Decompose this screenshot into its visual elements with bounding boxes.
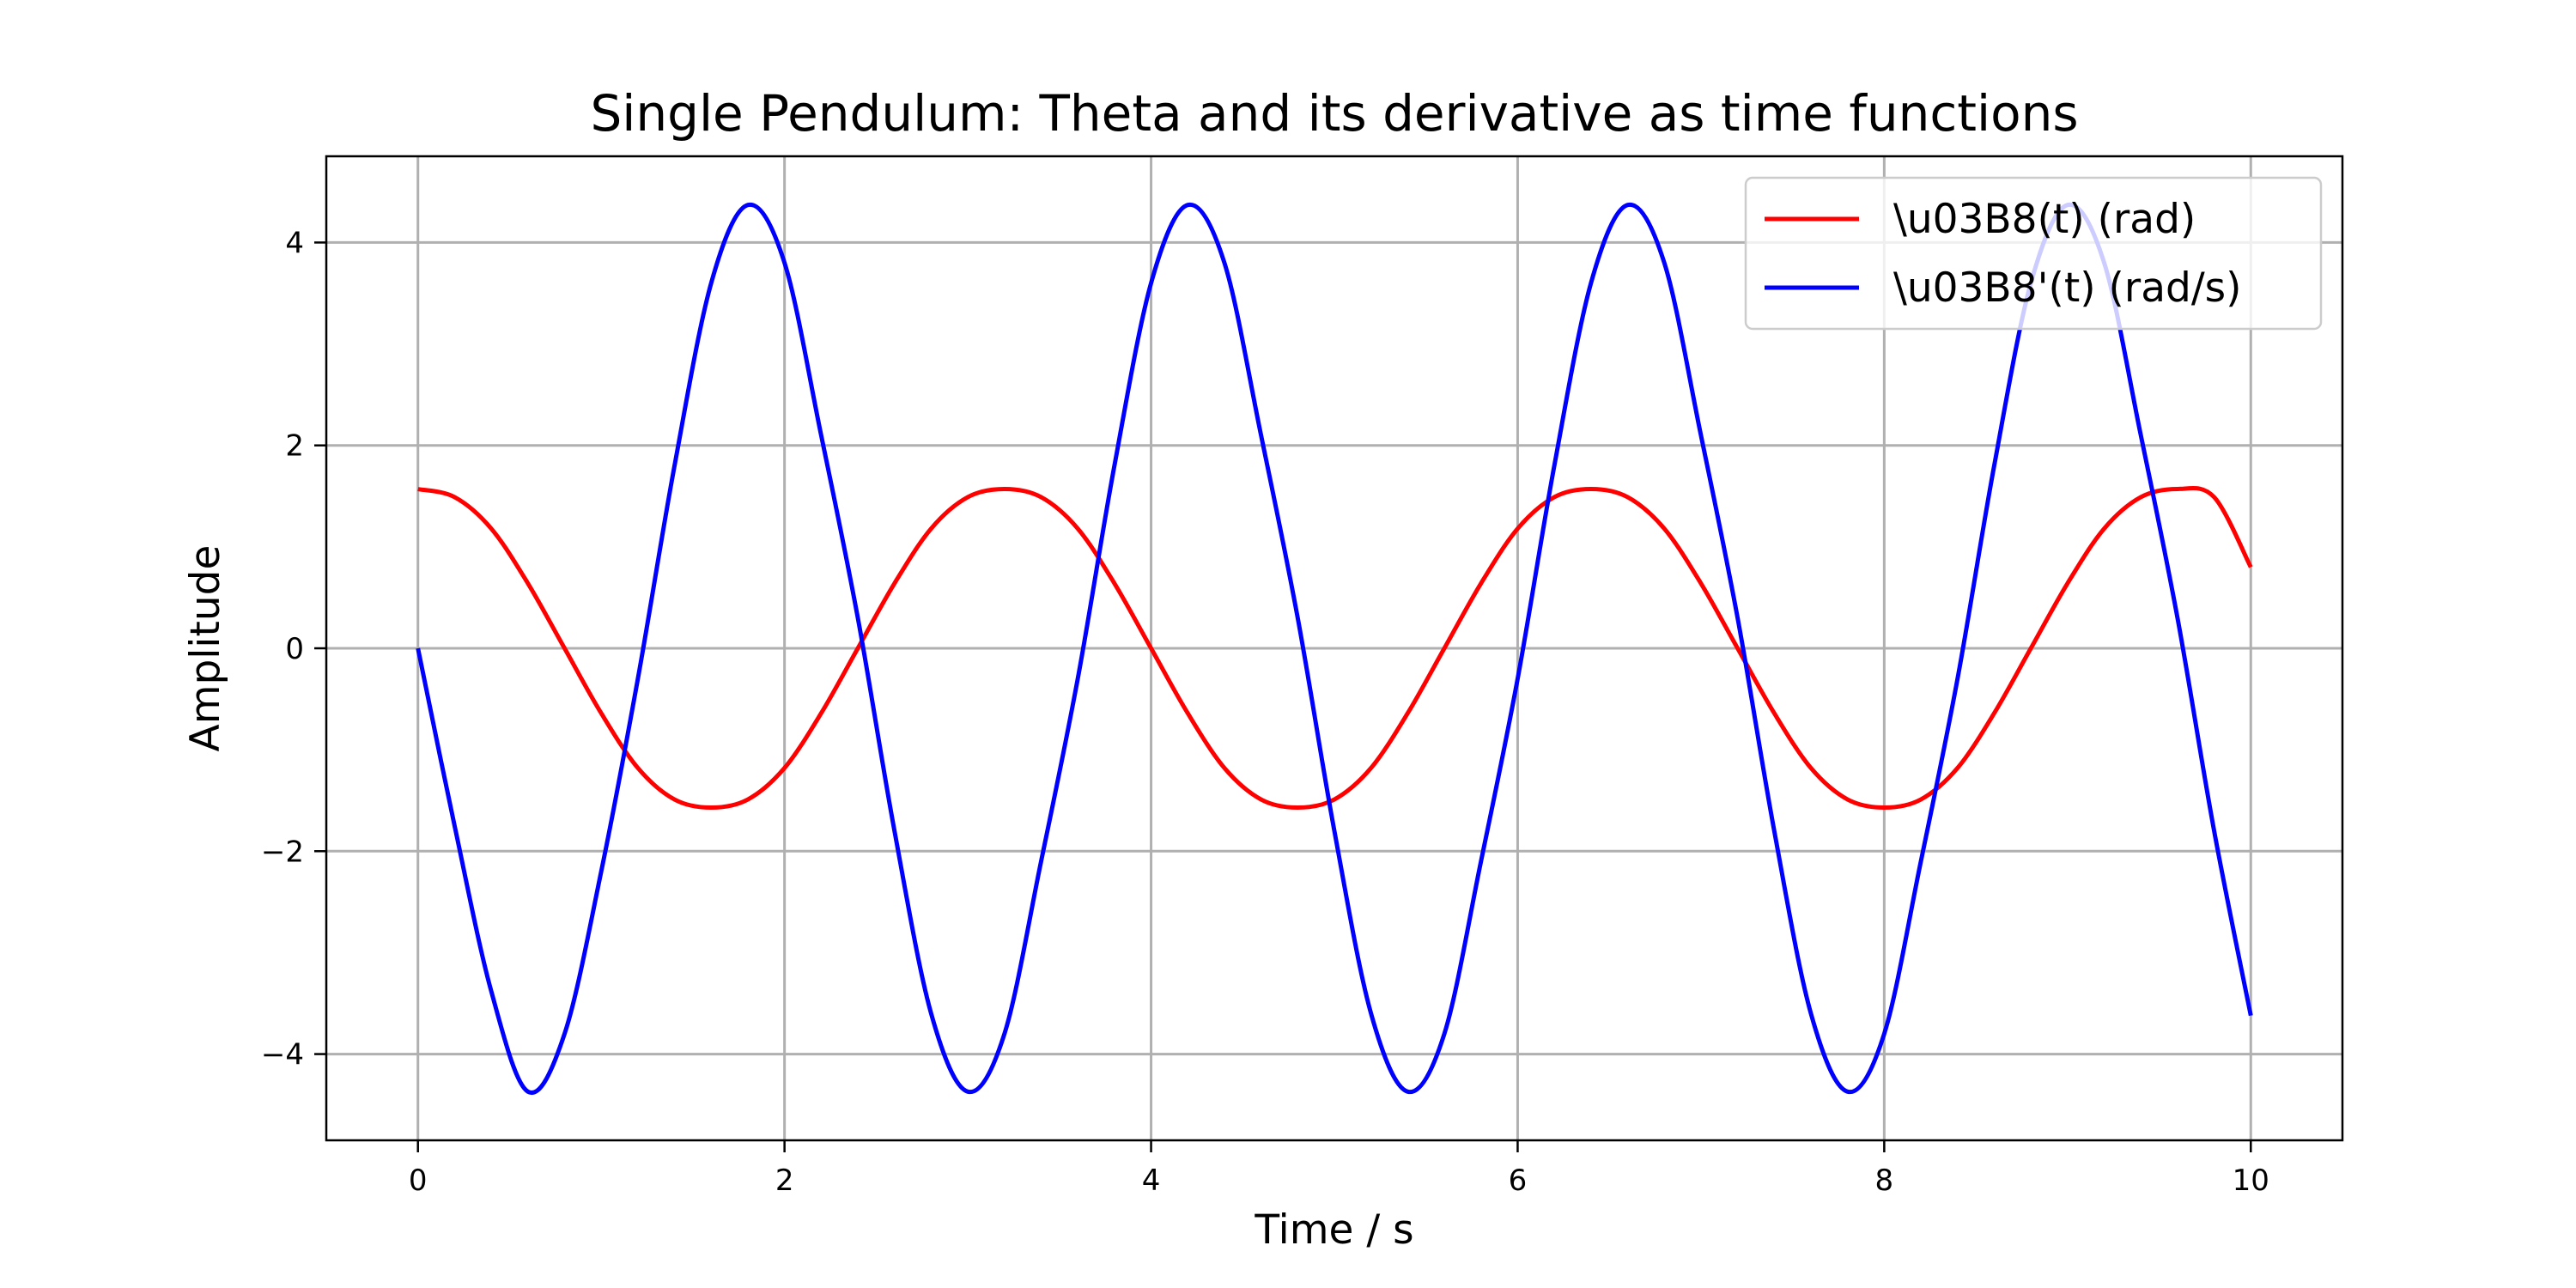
legend-label-0: \u03B8(t) (rad) [1893,196,2196,243]
x-axis-label: Time / s [1254,1206,1413,1254]
x-tick-label: 0 [409,1163,428,1198]
y-tick-label: 4 [285,226,304,260]
legend: \u03B8(t) (rad) \u03B8'(t) (rad/s) [1744,176,2323,331]
series-layer [416,202,2253,1096]
y-tick-label: 0 [285,632,304,666]
series-line-0 [417,486,2253,810]
x-tick-label: 10 [2233,1163,2269,1198]
x-tick-label: 2 [775,1163,794,1198]
legend-box [1744,176,2323,331]
x-tick-label: 8 [1875,1163,1894,1198]
x-tick-label: 6 [1509,1163,1528,1198]
chart-title: Single Pendulum: Theta and its derivativ… [590,84,2078,143]
y-tick-label: 2 [285,429,304,464]
y-axis-label: Amplitude [182,545,229,752]
x-tick-label: 4 [1142,1163,1161,1198]
y-tick-label: −4 [261,1038,304,1072]
y-tick-label: −2 [261,835,304,869]
series-line-1 [416,202,2253,1096]
ticks: 0 2 4 6 8 10 −4 −2 0 2 4 [261,226,2269,1198]
legend-label-1: \u03B8'(t) (rad/s) [1893,264,2242,312]
